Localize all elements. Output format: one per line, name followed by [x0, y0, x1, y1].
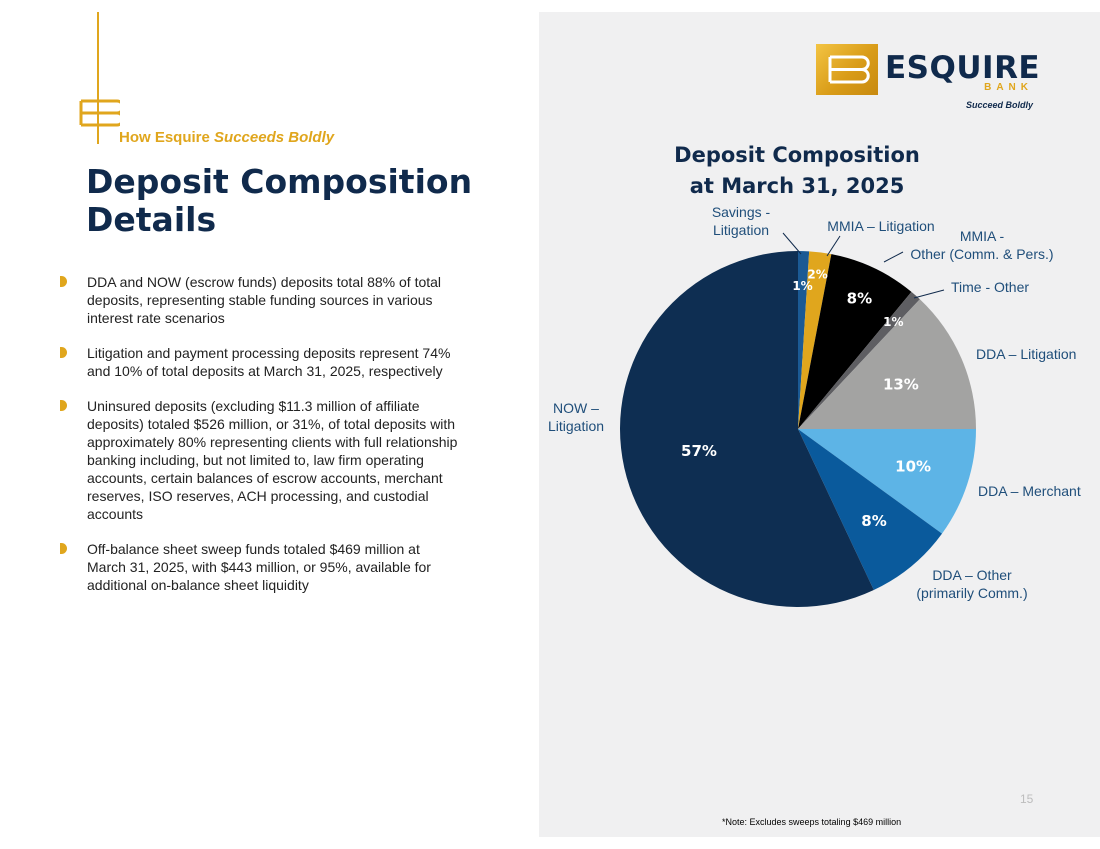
bullet-marker-icon — [60, 543, 67, 554]
pie-slices — [620, 251, 976, 608]
chart-title-line-1: Deposit Composition — [674, 143, 920, 167]
pie-slice — [798, 429, 976, 534]
slice-value-label: 57% — [681, 442, 717, 460]
leader-line — [883, 251, 904, 263]
slice-value-label: 1% — [792, 279, 812, 293]
bullet-item: Uninsured deposits (excluding $11.3 mill… — [60, 397, 460, 523]
leader-lines — [782, 232, 945, 299]
slice-category-label: MMIA -Other (Comm. & Pers.) — [910, 228, 1053, 262]
footnote: *Note: Excludes sweeps totaling $469 mil… — [722, 817, 902, 827]
bullet-marker-icon — [60, 347, 67, 358]
pie-slice — [798, 251, 832, 429]
bullet-text: Uninsured deposits (excluding $11.3 mill… — [87, 398, 458, 522]
logo-tagline: Succeed Boldly — [965, 100, 1033, 110]
logo-wordmark: ESQUIRE — [885, 50, 1041, 86]
leader-line — [913, 289, 945, 299]
slice-value-label: 8% — [847, 290, 872, 308]
bullet-item: Off-balance sheet sweep funds totaled $4… — [60, 540, 460, 594]
chart-title-line-2: at March 31, 2025 — [690, 174, 905, 198]
esquire-bank-logo: ESQUIRE BANK Succeed Boldly — [816, 44, 1041, 114]
bullet-list: DDA and NOW (escrow funds) deposits tota… — [60, 273, 460, 611]
slice-category-label: DDA – Litigation — [976, 346, 1076, 362]
brand-accent-line — [97, 12, 99, 144]
bullet-marker-icon — [60, 276, 67, 287]
pie-slice — [798, 254, 912, 429]
slice-category-label: MMIA – Litigation — [827, 218, 934, 234]
slice-value-label: 2% — [807, 268, 827, 282]
slice-value-label: 13% — [883, 376, 919, 394]
pie-slice — [798, 429, 943, 591]
page-number: 15 — [1020, 792, 1034, 806]
tagline-prefix: How Esquire — [119, 129, 210, 146]
leader-line — [782, 232, 802, 255]
logo-monogram-icon — [816, 44, 878, 95]
slice-category-label: DDA – Other (primarily Comm.) — [916, 567, 1027, 601]
bullet-item: Litigation and payment processing deposi… — [60, 344, 460, 380]
slice-value-labels: 1%2%8%1%13%10%8%57% — [681, 268, 931, 530]
pie-slice — [798, 251, 810, 429]
logo-subtitle: BANK — [984, 82, 1033, 93]
slice-category-label: DDA – Merchant — [978, 483, 1081, 499]
slice-category-label: NOW – Litigation — [548, 400, 604, 434]
esquire-monogram-icon — [79, 99, 120, 127]
category-labels: Savings -Litigation MMIA – LitigationMMIA… — [548, 204, 1081, 601]
bullet-text: Off-balance sheet sweep funds totaled $4… — [87, 541, 431, 593]
slice-category-label: Savings -Litigation — [712, 204, 771, 238]
tagline-emphasis: Succeeds Boldly — [214, 129, 335, 146]
slice-category-label: Time - Other — [951, 279, 1029, 295]
page-title: Deposit Composition Details — [86, 162, 473, 239]
leader-line — [826, 235, 841, 257]
bullet-item: DDA and NOW (escrow funds) deposits tota… — [60, 273, 460, 327]
pie-slice — [620, 251, 874, 608]
bullet-text: DDA and NOW (escrow funds) deposits tota… — [87, 274, 442, 326]
slice-value-label: 1% — [883, 315, 903, 329]
pie-slice — [798, 299, 976, 429]
bullet-text: Litigation and payment processing deposi… — [87, 345, 451, 379]
slice-value-label: 10% — [895, 457, 931, 475]
slice-value-label: 8% — [861, 512, 886, 530]
pie-slice — [798, 291, 920, 429]
bullet-marker-icon — [60, 400, 67, 411]
tagline: How Esquire Succeeds Boldly — [119, 129, 334, 146]
